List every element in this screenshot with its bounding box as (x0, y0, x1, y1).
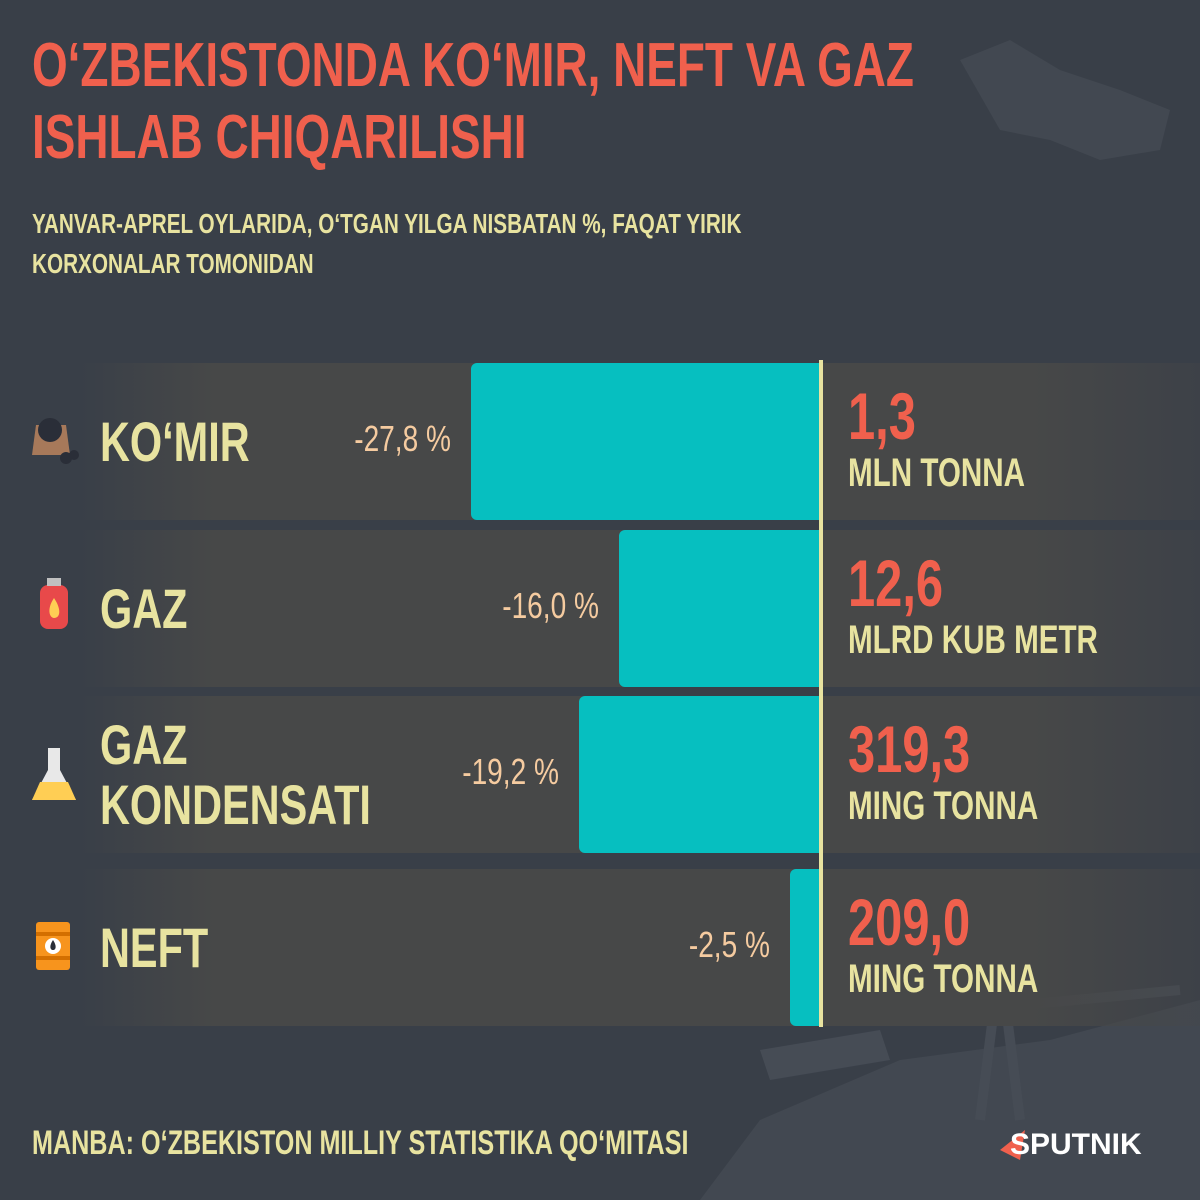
category-label: NEFT (100, 869, 480, 1026)
amount-unit: MLRD KUB METR (848, 618, 1098, 662)
axis-line (819, 360, 823, 1027)
subtitle: YANVAR-APREL OYLARIDA, O‘TGAN YILGA NISB… (32, 208, 742, 279)
amount-label: 12,6 (848, 546, 944, 620)
bar (579, 696, 821, 853)
amount-label: 319,3 (848, 712, 971, 786)
icon-coal (32, 418, 79, 464)
amount-label: 209,0 (848, 885, 971, 959)
value-label: -2,5 % (688, 924, 770, 965)
value-label: -19,2 % (462, 751, 560, 792)
category-label: KO‘MIR (100, 363, 480, 520)
category-text: GAZ (100, 576, 188, 640)
value-label: -16,0 % (502, 585, 600, 626)
icon-barrel (36, 922, 70, 970)
category-label: GAZ KONDENSATI (100, 696, 480, 853)
row-band (80, 869, 1200, 1026)
title: O‘ZBEKISTONDA KO‘MIR, NEFT VA GAZ ISHLAB… (32, 31, 914, 172)
brand-logo: SPUTNIK (1010, 1128, 1142, 1161)
value-label: -27,8 % (353, 418, 451, 459)
bar (470, 363, 821, 520)
icon-flask (32, 748, 76, 800)
amount-unit: MLN TONNA (848, 451, 1026, 495)
amount-unit: MING TONNA (848, 957, 1039, 1001)
bar (789, 869, 821, 1026)
category-text: KO‘MIR (100, 409, 250, 473)
source: MANBA: O‘ZBEKISTON MILLIY STATISTIKA QO‘… (32, 1124, 689, 1162)
category-text: NEFT (100, 915, 209, 979)
amount-unit: MING TONNA (848, 784, 1039, 828)
category-text: GAZ KONDENSATI (100, 712, 371, 836)
amount-label: 1,3 (848, 379, 916, 453)
category-label: GAZ (100, 530, 480, 687)
bar (619, 530, 821, 687)
icon-gas (40, 578, 68, 629)
